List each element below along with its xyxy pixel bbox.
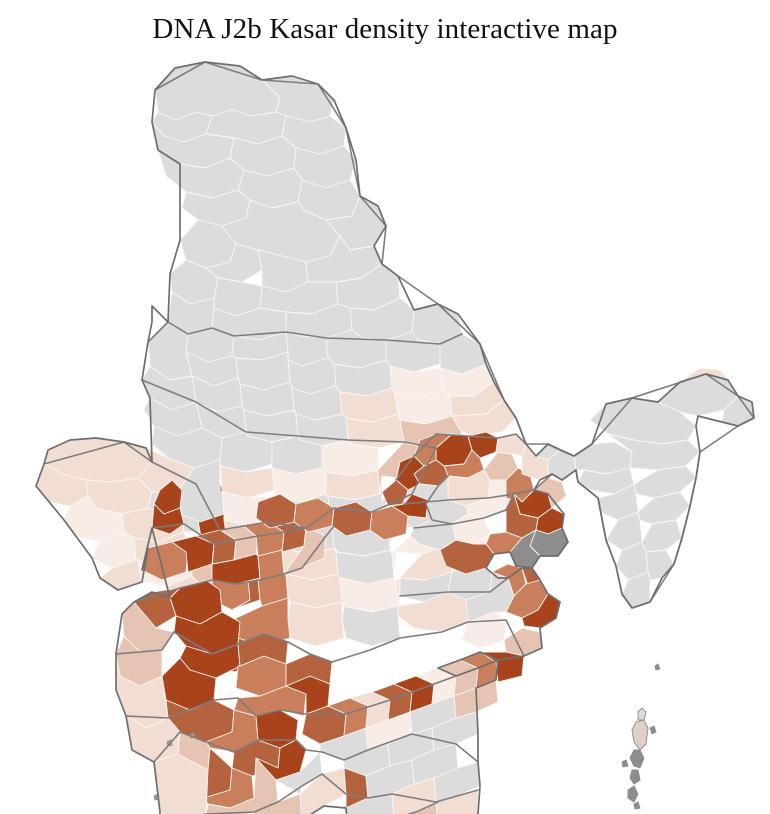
region-northeast[interactable] (536, 368, 754, 608)
region-andaman-nicobar-islands[interactable] (622, 664, 660, 814)
region-north-plains[interactable] (168, 196, 462, 344)
region-telangana-andhra[interactable] (302, 652, 524, 776)
region-jammu-kashmir[interactable] (152, 62, 360, 226)
india-choropleth-map[interactable] (0, 50, 770, 814)
region-karnataka[interactable] (154, 752, 368, 814)
district-layer[interactable] (36, 62, 754, 814)
region-rajasthan[interactable] (142, 322, 378, 476)
page-title: DNA J2b Kasar density interactive map (152, 13, 618, 45)
region-odisha[interactable] (440, 540, 560, 656)
country-outline (36, 62, 754, 814)
region-uttar-pradesh[interactable] (186, 328, 504, 448)
region-bihar[interactable] (382, 400, 526, 506)
